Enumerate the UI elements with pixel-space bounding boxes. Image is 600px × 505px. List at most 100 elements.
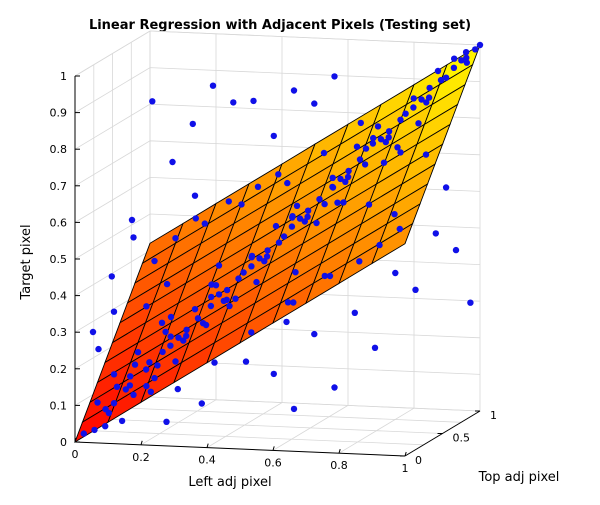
data-point — [329, 174, 336, 181]
data-point — [238, 201, 245, 208]
data-point — [192, 215, 199, 222]
data-point — [211, 359, 218, 366]
data-point — [175, 334, 182, 341]
x-axis-line — [74, 441, 406, 457]
data-point — [340, 199, 347, 206]
data-point — [80, 430, 88, 437]
data-point — [275, 239, 283, 246]
x-axis-label: Left adj pixel — [188, 475, 271, 490]
z-tick-label: 0.3 — [50, 326, 68, 339]
data-point — [311, 100, 318, 107]
data-point — [174, 385, 181, 393]
data-point — [235, 275, 242, 282]
data-point — [110, 371, 118, 378]
data-point — [134, 349, 142, 356]
data-point — [254, 183, 262, 190]
x-tick-label: 0.4 — [198, 454, 216, 467]
data-point — [126, 382, 134, 389]
x-tick-label: 0.6 — [264, 456, 282, 469]
axis-ticks: 00.10.20.30.40.50.60.70.80.910 0.2 0.4 0.6 0… — [50, 70, 498, 475]
data-point — [374, 123, 382, 130]
data-point — [91, 426, 98, 434]
z-tick-label: 0.4 — [50, 290, 68, 303]
data-point — [248, 329, 255, 336]
data-point — [382, 138, 389, 146]
data-point — [167, 333, 174, 340]
data-point — [209, 82, 217, 89]
z-tick-label: 0.2 — [50, 363, 68, 376]
data-point — [342, 178, 349, 185]
z-tick-label: 0.8 — [50, 143, 68, 156]
data-point — [458, 57, 465, 64]
y-axis-label: Top adj pixel — [478, 470, 560, 485]
data-point — [169, 158, 176, 166]
data-point — [451, 55, 458, 62]
data-point — [422, 151, 430, 158]
plane-facet — [371, 222, 414, 265]
data-point — [385, 134, 392, 141]
data-point — [215, 262, 223, 269]
data-point — [321, 272, 328, 280]
data-point — [110, 308, 118, 315]
data-point — [334, 199, 341, 206]
data-point — [356, 258, 363, 265]
data-point — [392, 269, 399, 277]
data-point — [142, 366, 150, 373]
data-point — [151, 374, 158, 382]
data-point — [248, 263, 255, 270]
x-tick-mark — [272, 446, 275, 451]
data-point — [472, 46, 479, 53]
data-point — [290, 87, 298, 94]
data-point — [280, 233, 288, 240]
data-point — [289, 214, 296, 221]
y-tick-label: 1 — [490, 409, 497, 422]
data-point — [356, 156, 364, 163]
data-point — [394, 144, 401, 151]
data-point — [442, 184, 450, 191]
data-point — [272, 222, 280, 230]
data-point — [215, 291, 223, 298]
data-point — [290, 299, 297, 306]
data-point — [337, 175, 344, 183]
data-point — [396, 225, 403, 233]
data-point — [102, 423, 109, 430]
data-point — [320, 149, 328, 157]
data-point — [202, 321, 210, 329]
data-point — [284, 179, 291, 187]
data-point — [371, 344, 379, 351]
data-point — [172, 358, 179, 365]
data-point — [110, 400, 118, 407]
data-point — [365, 201, 373, 208]
data-point — [397, 149, 404, 156]
data-point — [189, 120, 196, 128]
data-point — [143, 382, 150, 390]
data-point — [220, 297, 227, 305]
data-point — [191, 306, 199, 313]
data-point — [397, 116, 404, 124]
data-point — [232, 295, 239, 302]
data-point — [264, 247, 271, 254]
data-point — [163, 280, 171, 288]
data-point — [131, 361, 139, 368]
data-point — [130, 234, 137, 241]
data-point — [463, 54, 470, 61]
data-point — [143, 303, 150, 310]
data-point — [432, 230, 439, 237]
data-point — [158, 319, 166, 326]
data-point — [180, 337, 187, 344]
data-point — [207, 302, 215, 310]
data-point — [357, 119, 364, 127]
data-point — [418, 96, 425, 103]
data-point — [270, 132, 277, 140]
z-axis-label: Target pixel — [19, 224, 34, 300]
data-point — [290, 405, 298, 413]
data-point — [437, 76, 445, 84]
data-point — [263, 253, 271, 260]
data-point — [162, 328, 169, 335]
data-point — [108, 273, 116, 280]
data-point — [122, 386, 129, 393]
data-point — [275, 171, 282, 178]
data-point — [191, 192, 199, 199]
data-point — [425, 94, 433, 101]
data-point — [253, 278, 260, 286]
